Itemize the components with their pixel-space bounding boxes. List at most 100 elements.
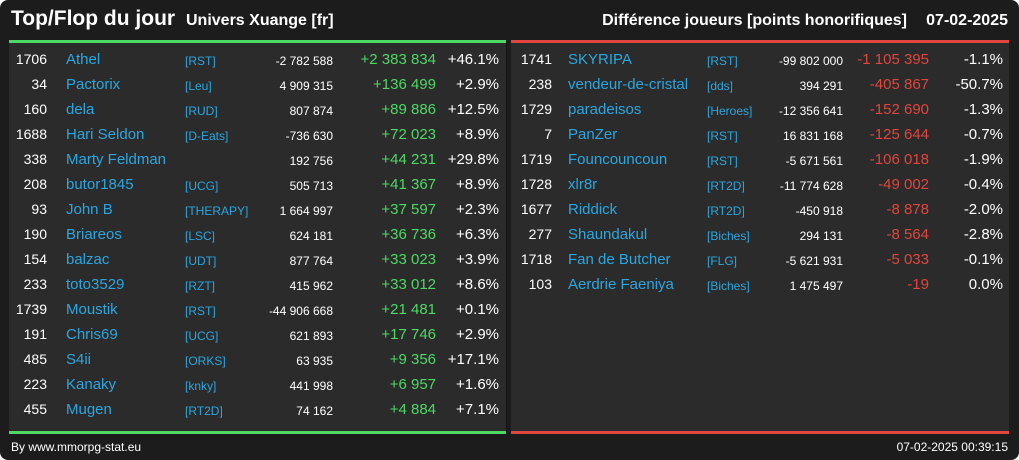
player-name-link[interactable]: Founcouncoun [568,151,668,168]
alliance-tag-link[interactable]: [UCG] [185,179,219,193]
player-rank: 160 [23,101,47,117]
player-percent: +0.1% [456,301,499,318]
player-row: 233 toto3529 [RZT] 415 962 +33 012 +8.6% [9,272,506,297]
alliance-tag-link[interactable]: [LSC] [185,229,216,243]
player-name-link[interactable]: Athel [66,51,101,68]
player-difference: +33 023 [381,251,436,268]
player-name-link[interactable]: Aerdrie Faeniya [568,276,674,293]
player-percent: -1.3% [963,101,1003,118]
player-rank: 1677 [520,201,552,217]
page-title: Top/Flop du jour [11,7,176,30]
player-name-link[interactable]: Mugen [66,401,112,418]
player-name-link[interactable]: Hari Seldon [66,126,145,143]
player-name-link[interactable]: Chris69 [66,326,118,343]
player-row: 1677 Riddick [RT2D] -450 918 -8 878 -2.0% [511,197,1009,222]
player-row: 190 Briareos [LSC] 624 181 +36 736 +6.3% [9,222,506,247]
player-difference: +41 367 [381,176,436,193]
player-difference: +136 499 [373,76,436,93]
player-name-link[interactable]: Pactorix [66,76,121,93]
player-total: 1 664 997 [279,204,333,218]
alliance-tag-link[interactable]: [UCG] [185,329,219,343]
top-gainers-panel: 1706 Athel [RST] -2 782 588 +2 383 834 +46.1%… [9,40,507,434]
top-panel-accent-line-bottom [9,431,506,434]
player-rank: 1706 [15,51,47,67]
alliance-tag-link[interactable]: [FLG] [707,254,738,268]
player-rank: 154 [23,251,47,267]
player-percent: -2.8% [963,226,1003,243]
player-row: 1729 paradeisos [Heroes] -12 356 641 -152 69… [511,97,1009,122]
player-row: 1739 Moustik [RST] -44 906 668 +21 481 +0.1% [9,297,506,322]
player-name-link[interactable]: dela [66,101,95,118]
alliance-tag-link[interactable]: [RT2D] [707,179,745,193]
alliance-tag-link[interactable]: [dds] [707,79,734,93]
alliance-tag-link[interactable]: [RST] [707,154,738,168]
player-row: 223 Kanaky [knky] 441 998 +6 957 +1.6% [9,372,506,397]
top-gainers-list: 1706 Athel [RST] -2 782 588 +2 383 834 +46.1%… [9,47,506,422]
player-name-link[interactable]: S4ii [66,351,92,368]
alliance-tag-link[interactable]: [RST] [185,54,216,68]
player-rank: 7 [544,126,552,142]
player-name-link[interactable]: Moustik [66,301,118,318]
alliance-tag-link[interactable]: [UDT] [185,254,217,268]
player-name-link[interactable]: Marty Feldman [66,151,167,168]
player-name-link[interactable]: SKYRIPA [568,51,632,68]
alliance-tag-link[interactable]: [RST] [707,129,738,143]
alliance-tag-link[interactable]: [Biches] [707,229,750,243]
player-percent: -1.1% [963,51,1003,68]
player-name-link[interactable]: Briareos [66,226,122,243]
alliance-tag-link[interactable]: [RST] [185,304,216,318]
player-name-link[interactable]: xlr8r [568,176,598,193]
player-name-link[interactable]: Fan de Butcher [568,251,671,268]
alliance-tag-link[interactable]: [RT2D] [185,404,223,418]
player-total: -5 671 561 [785,154,843,168]
player-percent: -0.1% [963,251,1003,268]
player-name-link[interactable]: toto3529 [66,276,125,293]
player-difference: +6 957 [389,376,436,393]
player-total: 877 764 [289,254,333,268]
player-name-link[interactable]: PanZer [568,126,618,143]
alliance-tag-link[interactable]: [ORKS] [185,354,226,368]
top-losers-panel: 1741 SKYRIPA [RST] -99 802 000 -1 105 395 -1.… [511,40,1009,434]
player-row: 277 Shaundakul [Biches] 294 131 -8 564 -2.8% [511,222,1009,247]
player-rank: 233 [23,276,47,292]
player-rank: 1741 [520,51,552,67]
player-total: 16 831 168 [782,129,843,143]
player-percent: -50.7% [955,76,1003,93]
player-total: 294 131 [799,229,843,243]
player-rank: 1729 [520,101,552,117]
universe-label: Univers Xuange [fr] [186,12,334,29]
player-name-link[interactable]: Kanaky [66,376,117,393]
alliance-tag-link[interactable]: [RUD] [185,104,218,118]
alliance-tag-link[interactable]: [knky] [185,379,217,393]
player-difference: +21 481 [381,301,436,318]
player-difference: -8 564 [886,226,929,243]
player-name-link[interactable]: paradeisos [568,101,642,118]
player-name-link[interactable]: Riddick [568,201,618,218]
player-difference: -1 105 395 [857,51,929,68]
player-percent: 0.0% [968,276,1003,293]
player-row: 7 PanZer [RST] 16 831 168 -125 644 -0.7% [511,122,1009,147]
player-total: 1 475 497 [789,279,843,293]
alliance-tag-link[interactable]: [RST] [707,54,738,68]
alliance-tag-link[interactable]: [Biches] [707,279,750,293]
player-row: 338 Marty Feldman 192 756 +44 231 +29.8% [9,147,506,172]
player-rank: 1719 [520,151,552,167]
alliance-tag-link[interactable]: [RZT] [185,279,215,293]
player-name-link[interactable]: Shaundakul [568,226,648,243]
player-name-link[interactable]: balzac [66,251,110,268]
player-difference: -125 644 [869,126,929,143]
alliance-tag-link[interactable]: [Leu] [185,79,212,93]
player-name-link[interactable]: vendeur-de-cristal [568,76,689,93]
alliance-tag-link[interactable]: [Heroes] [707,104,753,118]
player-name-link[interactable]: John B [66,201,113,218]
player-row: 1718 Fan de Butcher [FLG] -5 621 931 -5 033 -… [511,247,1009,272]
player-total: 74 162 [296,404,333,418]
alliance-tag-link[interactable]: [THERAPY] [185,204,249,218]
player-total: 394 291 [799,79,843,93]
player-rank: 191 [23,326,47,342]
player-difference: +33 012 [381,276,436,293]
player-name-link[interactable]: butor1845 [66,176,134,193]
alliance-tag-link[interactable]: [D-Eats] [185,129,229,143]
player-total: 415 962 [289,279,333,293]
alliance-tag-link[interactable]: [RT2D] [707,204,745,218]
